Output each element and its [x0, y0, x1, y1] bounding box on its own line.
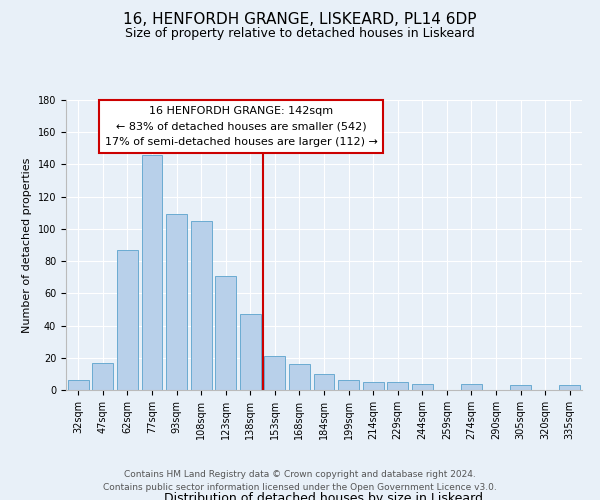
- Bar: [559, 385, 580, 390]
- Bar: [362, 382, 383, 390]
- X-axis label: Distribution of detached houses by size in Liskeard: Distribution of detached houses by size …: [164, 492, 484, 500]
- Text: Contains HM Land Registry data © Crown copyright and database right 2024.
Contai: Contains HM Land Registry data © Crown c…: [103, 470, 497, 492]
- Bar: [240, 314, 261, 390]
- Bar: [142, 155, 163, 390]
- Bar: [510, 385, 531, 390]
- Bar: [314, 374, 334, 390]
- Bar: [191, 221, 212, 390]
- Text: Size of property relative to detached houses in Liskeard: Size of property relative to detached ho…: [125, 28, 475, 40]
- Text: 16, HENFORDH GRANGE, LISKEARD, PL14 6DP: 16, HENFORDH GRANGE, LISKEARD, PL14 6DP: [123, 12, 477, 28]
- Bar: [92, 362, 113, 390]
- Bar: [461, 384, 482, 390]
- Bar: [117, 250, 138, 390]
- Bar: [387, 382, 408, 390]
- Bar: [166, 214, 187, 390]
- Y-axis label: Number of detached properties: Number of detached properties: [22, 158, 32, 332]
- Bar: [412, 384, 433, 390]
- Bar: [338, 380, 359, 390]
- Bar: [289, 364, 310, 390]
- Bar: [215, 276, 236, 390]
- Text: 16 HENFORDH GRANGE: 142sqm
← 83% of detached houses are smaller (542)
17% of sem: 16 HENFORDH GRANGE: 142sqm ← 83% of deta…: [105, 106, 378, 147]
- Bar: [68, 380, 89, 390]
- Bar: [265, 356, 286, 390]
